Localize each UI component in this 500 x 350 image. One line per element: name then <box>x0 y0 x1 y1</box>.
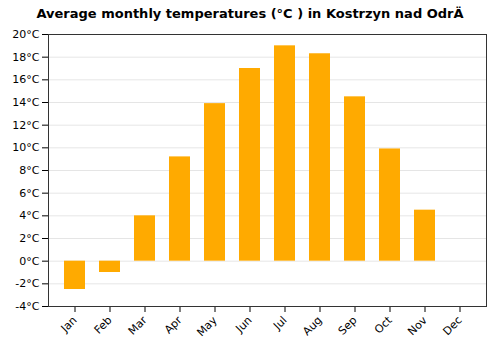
svg-text:8°C: 8°C <box>19 164 39 177</box>
svg-text:Nov: Nov <box>405 313 430 338</box>
svg-text:-4°C: -4°C <box>15 300 39 313</box>
svg-text:Apr: Apr <box>162 313 185 336</box>
svg-text:6°C: 6°C <box>19 187 39 200</box>
svg-text:12°C: 12°C <box>12 119 39 132</box>
svg-text:4°C: 4°C <box>19 209 39 222</box>
svg-text:Feb: Feb <box>92 314 115 337</box>
svg-text:-2°C: -2°C <box>15 277 39 290</box>
svg-text:May: May <box>194 313 220 339</box>
svg-text:14°C: 14°C <box>12 96 39 109</box>
svg-text:Mar: Mar <box>126 313 150 337</box>
svg-text:16°C: 16°C <box>12 73 39 86</box>
svg-text:Sep: Sep <box>336 314 360 338</box>
svg-text:2°C: 2°C <box>19 232 39 245</box>
svg-text:20°C: 20°C <box>12 28 39 41</box>
svg-text:Dec: Dec <box>440 314 464 338</box>
svg-text:10°C: 10°C <box>12 141 39 154</box>
svg-text:18°C: 18°C <box>12 51 39 64</box>
svg-text:Jan: Jan <box>58 314 80 336</box>
svg-text:Jul: Jul <box>270 314 289 333</box>
svg-text:Aug: Aug <box>300 314 324 338</box>
svg-text:Jun: Jun <box>233 314 255 336</box>
svg-text:0°C: 0°C <box>19 255 39 268</box>
html-text:Average monthly temperatures (: Average monthly temperatures (°C ) in Ko… <box>36 6 464 21</box>
svg-text:Oct: Oct <box>372 313 395 336</box>
